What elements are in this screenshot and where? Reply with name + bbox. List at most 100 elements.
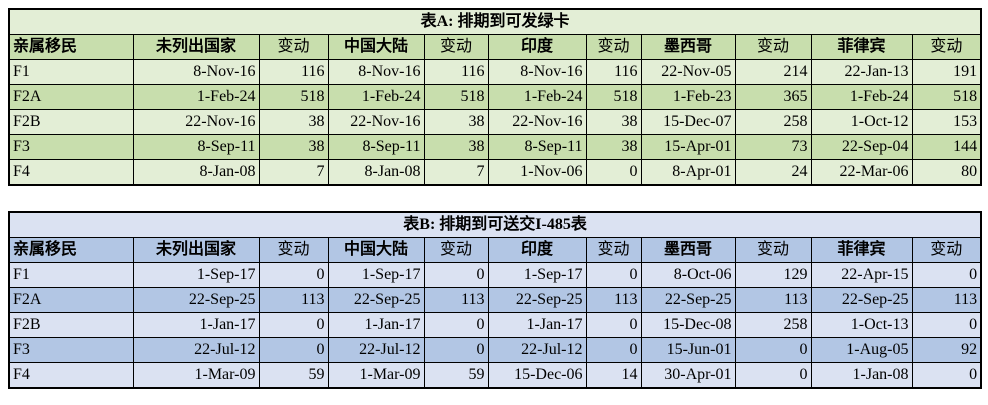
category-cell: F2B [8,312,134,338]
date-cell: 1-Oct-12 [810,109,913,135]
change-cell: 113 [911,287,982,313]
date-cell: 1-Sep-17 [132,262,260,288]
column-header-row: 亲属移民 未列出国家 变动 中国大陆 变动 印度 变动 墨西哥 变动 菲律宾 变动 [8,34,982,60]
change-column-header: 变动 [258,237,329,263]
date-cell: 30-Apr-01 [640,362,736,389]
date-cell: 15-Dec-06 [487,362,587,389]
date-cell: 22-Nov-16 [487,109,587,135]
date-cell: 22-Sep-25 [640,287,736,313]
column-header-row: 亲属移民 未列出国家 变动 中国大陆 变动 印度 变动 墨西哥 变动 菲律宾 变动 [8,237,982,263]
date-cell: 8-Nov-16 [327,59,425,85]
change-cell: 116 [423,59,489,85]
change-cell: 153 [911,109,982,135]
change-cell: 518 [911,84,982,110]
date-cell: 22-Jul-12 [327,337,425,363]
date-cell: 1-Jan-08 [810,362,913,389]
table-row: F2B 1-Jan-17 0 1-Jan-17 0 1-Jan-17 0 15-Dec-08 2… [8,312,982,338]
date-cell: 22-Sep-25 [327,287,425,313]
change-cell: 38 [423,109,489,135]
change-column-header: 变动 [734,237,812,263]
table-title-row: 表B: 排期到可送交I-485表 [8,211,982,238]
category-cell: F2A [8,84,134,110]
change-cell: 38 [423,134,489,160]
change-cell: 258 [734,312,812,338]
change-cell: 80 [911,159,982,186]
date-cell: 22-Sep-04 [810,134,913,160]
date-cell: 8-Nov-16 [132,59,260,85]
change-cell: 92 [911,337,982,363]
date-cell: 1-Sep-17 [487,262,587,288]
change-cell: 258 [734,109,812,135]
table-i485-filing-dates: 表B: 排期到可送交I-485表 亲属移民 未列出国家 变动 中国大陆 变动 印度 变动 墨西哥… [8,211,983,389]
date-cell: 22-Sep-25 [132,287,260,313]
date-cell: 22-Sep-25 [810,287,913,313]
date-cell: 1-Nov-06 [487,159,587,186]
change-cell: 144 [911,134,982,160]
change-cell: 38 [585,134,642,160]
change-cell: 129 [734,262,812,288]
change-cell: 113 [423,287,489,313]
change-cell: 0 [734,362,812,389]
date-cell: 1-Mar-09 [132,362,260,389]
date-cell: 1-Jan-17 [487,312,587,338]
change-cell: 0 [258,337,329,363]
change-column-header: 变动 [585,34,642,60]
date-cell: 22-Nov-16 [327,109,425,135]
date-cell: 15-Apr-01 [640,134,736,160]
change-column-header: 变动 [911,237,982,263]
date-cell: 8-Nov-16 [487,59,587,85]
change-cell: 365 [734,84,812,110]
date-cell: 8-Jan-08 [327,159,425,186]
table-row: F2A 22-Sep-25 113 22-Sep-25 113 22-Sep-25 113 2… [8,287,982,313]
date-cell: 1-Feb-24 [487,84,587,110]
date-cell: 22-Apr-15 [810,262,913,288]
date-cell: 1-Sep-17 [327,262,425,288]
change-column-header: 变动 [734,34,812,60]
country-column-header: 中国大陆 [327,237,425,263]
change-cell: 518 [423,84,489,110]
change-column-header: 变动 [258,34,329,60]
change-cell: 38 [258,109,329,135]
change-cell: 191 [911,59,982,85]
date-cell: 1-Feb-23 [640,84,736,110]
country-column-header: 印度 [487,34,587,60]
date-cell: 15-Jun-01 [640,337,736,363]
change-cell: 7 [423,159,489,186]
table-row: F3 8-Sep-11 38 8-Sep-11 38 8-Sep-11 38 15-Apr-0… [8,134,982,160]
country-column-header: 未列出国家 [132,34,260,60]
change-cell: 0 [258,312,329,338]
date-cell: 1-Feb-24 [810,84,913,110]
date-cell: 8-Oct-06 [640,262,736,288]
change-cell: 116 [585,59,642,85]
country-column-header: 菲律宾 [810,237,913,263]
date-cell: 22-Jul-12 [487,337,587,363]
change-cell: 0 [585,312,642,338]
category-cell: F1 [8,59,134,85]
change-cell: 518 [258,84,329,110]
date-cell: 1-Feb-24 [132,84,260,110]
date-cell: 8-Sep-11 [327,134,425,160]
category-cell: F2A [8,287,134,313]
change-cell: 0 [585,159,642,186]
table-title: 表B: 排期到可送交I-485表 [8,211,982,238]
change-cell: 14 [585,362,642,389]
table-title: 表A: 排期到可发绿卡 [8,8,982,35]
change-cell: 0 [258,262,329,288]
date-cell: 22-Jan-13 [810,59,913,85]
country-column-header: 印度 [487,237,587,263]
table-row: F1 8-Nov-16 116 8-Nov-16 116 8-Nov-16 116 22-No… [8,59,982,85]
change-cell: 113 [258,287,329,313]
change-cell: 7 [258,159,329,186]
table-row: F4 1-Mar-09 59 1-Mar-09 59 15-Dec-06 14 30-Apr-… [8,362,982,389]
change-cell: 59 [423,362,489,389]
change-cell: 73 [734,134,812,160]
country-column-header: 中国大陆 [327,34,425,60]
date-cell: 8-Sep-11 [132,134,260,160]
change-cell: 38 [258,134,329,160]
category-cell: F3 [8,134,134,160]
table-green-card-dates: 表A: 排期到可发绿卡 亲属移民 未列出国家 变动 中国大陆 变动 印度 变动 墨西哥 变动 菲律宾… [8,8,983,186]
date-cell: 1-Jan-17 [327,312,425,338]
change-cell: 0 [585,262,642,288]
date-cell: 22-Sep-25 [487,287,587,313]
country-column-header: 墨西哥 [640,237,736,263]
